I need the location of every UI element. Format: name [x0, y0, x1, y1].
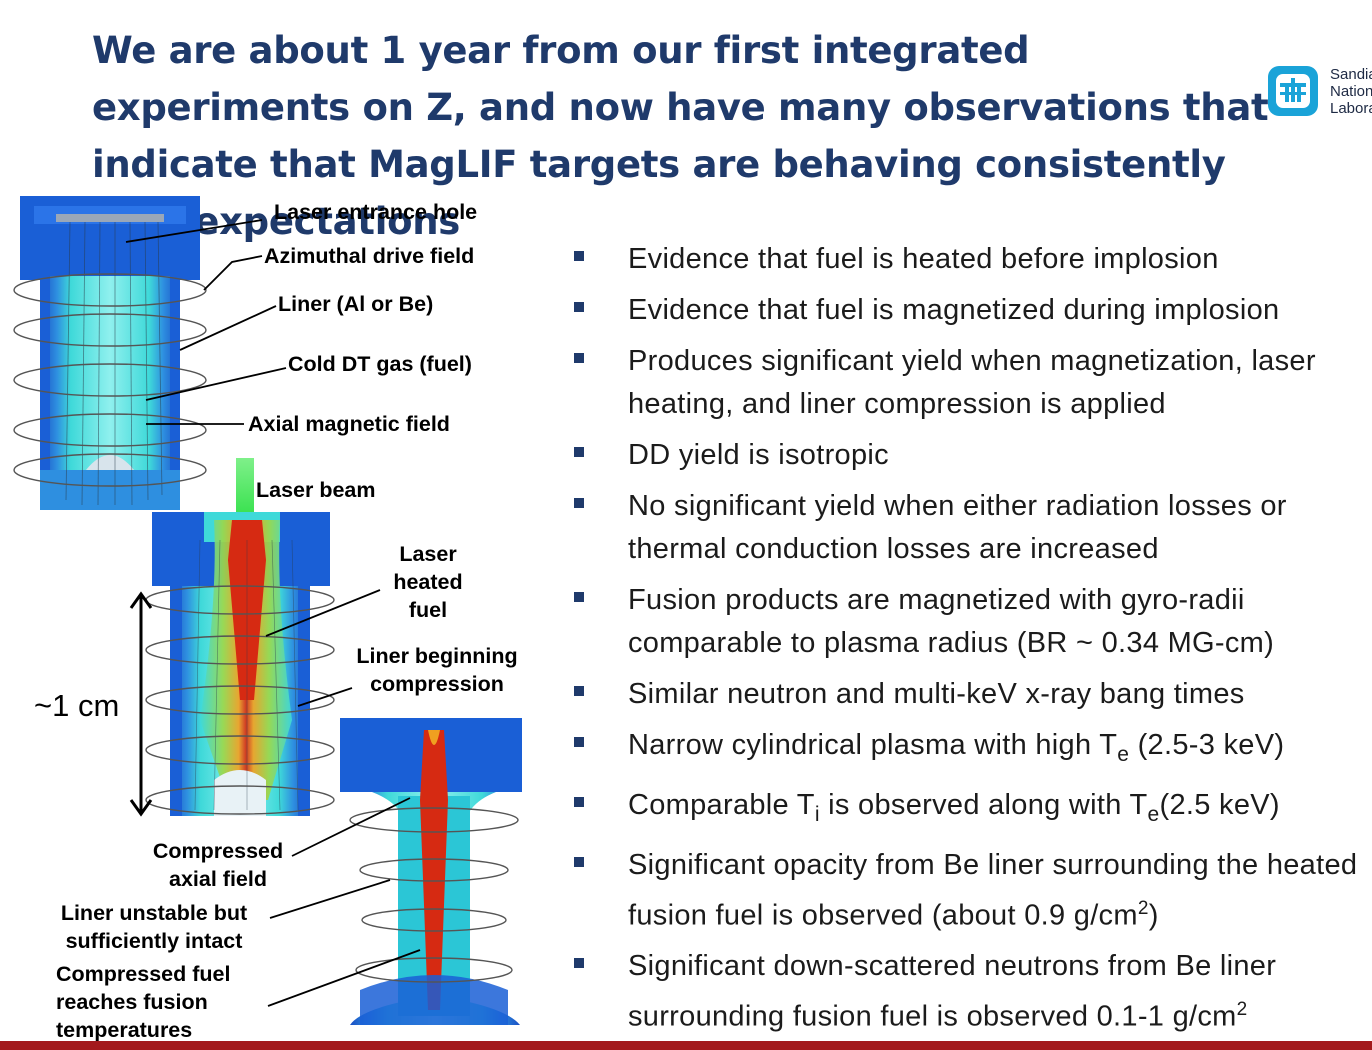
bullet-marker: [574, 498, 584, 508]
bullet-marker: [574, 353, 584, 363]
observation-list: Evidence that fuel is heated before impl…: [574, 238, 1364, 1047]
bullet-marker: [574, 251, 584, 261]
observation-item: Significant down-scattered neutrons from…: [574, 945, 1364, 1039]
scale-arrow: [129, 591, 153, 817]
label-compressed-axial-field: Compressed axial field: [152, 839, 284, 891]
label-liner-beginning-compression: Liner beginning compression: [356, 644, 518, 696]
sandia-thunderbird-icon: [1268, 66, 1318, 116]
observation-item: Similar neutron and multi-keV x-ray bang…: [574, 673, 1364, 716]
slide-title: We are about 1 year from our first integ…: [92, 29, 1269, 243]
logo-text: Sandia National Laboratories: [1330, 66, 1372, 117]
bullet-marker: [574, 447, 584, 457]
bullet-marker: [574, 686, 584, 696]
observation-item: Fusion products are magnetized with gyro…: [574, 579, 1364, 665]
observation-item: Produces significant yield when magnetiz…: [574, 340, 1364, 426]
label-cold-dt-gas: Cold DT gas (fuel): [288, 352, 472, 376]
observation-item: Comparable Ti is observed along with Te(…: [574, 784, 1364, 836]
bullet-marker: [574, 737, 584, 747]
label-liner-unstable: Liner unstable but sufficiently intact: [60, 901, 248, 953]
scale-label: ~1 cm: [34, 688, 120, 723]
initial-target: [13, 196, 207, 510]
observation-item: Narrow cylindrical plasma with high Te (…: [574, 724, 1364, 776]
observation-item: DD yield is isotropic: [574, 434, 1364, 477]
bullet-marker: [574, 796, 584, 807]
label-azimuthal-drive-field: Azimuthal drive field: [264, 244, 475, 268]
laser-heated-target: [145, 512, 335, 816]
label-laser-entrance-hole: Laser entrance hole: [274, 200, 478, 224]
maglif-target-illustration: [13, 196, 522, 1025]
bullet-marker: [574, 856, 584, 867]
label-laser-heated-fuel: Laser heated fuel: [393, 542, 463, 622]
label-compressed-fuel: Compressed fuel reaches fusion temperatu…: [56, 962, 231, 1042]
observation-item: Evidence that fuel is magnetized during …: [574, 289, 1364, 332]
label-axial-magnetic-field: Axial magnetic field: [248, 412, 450, 436]
footer-bar: [0, 1041, 1372, 1050]
sandia-logo: Sandia National Laboratories: [1266, 64, 1372, 124]
bullet-marker: [574, 592, 584, 602]
laser-beam: [236, 458, 254, 520]
observation-item: Evidence that fuel is heated before impl…: [574, 238, 1364, 281]
observation-item: Significant opacity from Be liner surrou…: [574, 844, 1364, 938]
bullet-marker: [574, 302, 584, 312]
bullet-marker: [574, 958, 584, 969]
compressed-target: [340, 718, 522, 1025]
label-liner: Liner (Al or Be): [278, 292, 434, 316]
observation-item: No significant yield when either radiati…: [574, 485, 1364, 571]
label-laser-beam: Laser beam: [256, 478, 376, 502]
